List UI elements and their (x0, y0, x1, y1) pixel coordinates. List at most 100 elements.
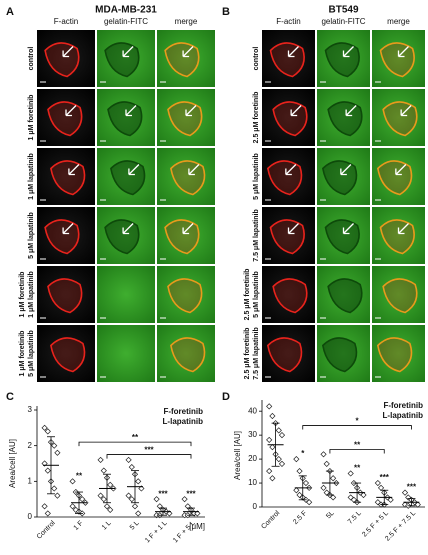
cell-outline (327, 101, 363, 137)
x-tick-label: 2.5 F + 5 L (361, 510, 390, 539)
data-point (330, 475, 337, 482)
cell-outline (164, 42, 200, 78)
cell-outline (167, 101, 203, 137)
y-tick-label: 40 (248, 406, 257, 415)
arrow (342, 46, 354, 58)
cell-outline (382, 278, 418, 314)
data-point (269, 412, 276, 420)
data-point (100, 496, 107, 503)
data-point (41, 460, 48, 467)
cell-outline (272, 278, 308, 314)
x-tick-label: 1 L (101, 520, 113, 532)
data-point (44, 428, 51, 435)
data-point (278, 460, 286, 467)
significance: ** (76, 471, 83, 480)
bracket-label: *** (144, 446, 154, 455)
data-point (128, 496, 135, 503)
cell-outline (321, 160, 358, 196)
column-header: merge (387, 17, 410, 26)
cell-outline (376, 160, 413, 196)
data-point (44, 510, 51, 517)
data-point (275, 455, 282, 463)
data-point (163, 508, 170, 515)
row-label: 2.5 μM foretinib (244, 269, 251, 321)
cell-outline (327, 278, 363, 314)
data-point (41, 503, 48, 510)
row-label: 5 μM lapatinib (28, 330, 35, 377)
arrow (62, 223, 74, 235)
significance: *** (186, 489, 196, 498)
arrow (128, 164, 140, 176)
cell-outline (104, 219, 140, 255)
row-label: 5 μM lapatinib (253, 271, 260, 318)
data-point (97, 456, 104, 464)
data-point (125, 492, 132, 499)
micrograph (37, 89, 95, 146)
data-point (72, 506, 79, 513)
data-point (347, 494, 354, 501)
arrow (395, 164, 407, 176)
cell-outline (324, 219, 360, 255)
data-point (293, 487, 300, 494)
y-tick-label: 1 (28, 476, 33, 485)
cell-outline (50, 337, 86, 373)
micrograph (37, 266, 95, 323)
legend-text: F-foretinib (383, 401, 423, 410)
y-axis-label: Area/cell [AU] (8, 439, 17, 488)
y-axis-label: Area/cell [AU] (233, 431, 242, 480)
x-tick-label: 1 F + 5 L (172, 520, 197, 545)
bracket-label: ** (132, 433, 139, 442)
x-tick-label: Control (36, 519, 57, 540)
data-point (347, 470, 354, 477)
arrow (287, 223, 299, 235)
bracket-label: ** (354, 441, 361, 450)
significance-bracket (106, 454, 192, 459)
data-point (128, 463, 135, 471)
row-label: 7.5 μM lapatinib (253, 209, 260, 262)
arrow (397, 46, 409, 58)
row-label: 7.5 μM lapatinib (253, 327, 260, 380)
data-point (266, 403, 273, 410)
cell-outline (104, 42, 140, 78)
data-point (387, 496, 394, 503)
data-point (377, 484, 385, 491)
data-point (135, 510, 142, 517)
data-point (79, 496, 86, 503)
data-point (194, 510, 201, 517)
data-point (69, 478, 76, 485)
cell-outline (266, 337, 303, 373)
y-tick-label: 0 (253, 502, 258, 511)
y-tick-label: 30 (248, 430, 257, 439)
y-tick-label: 2 (28, 441, 33, 450)
micrograph (372, 207, 425, 264)
data-point (401, 489, 409, 496)
data-point (333, 479, 340, 487)
arrow (397, 223, 409, 235)
unit-label: [μM] (189, 522, 205, 531)
cell-outline (269, 219, 305, 255)
legend-text: F-foretinib (163, 407, 203, 416)
data-point (266, 436, 273, 444)
y-tick-label: 0 (28, 512, 33, 521)
x-tick-label: 5 L (129, 520, 141, 532)
panel-label: D (222, 391, 230, 403)
arrow (290, 105, 302, 117)
micrograph (157, 89, 215, 146)
data-point (401, 501, 409, 508)
micrograph (97, 325, 155, 382)
data-point (293, 455, 300, 463)
significance-bracket (302, 425, 412, 430)
significance-bracket (78, 441, 192, 447)
panel-label: C (6, 391, 14, 403)
arrow (62, 46, 74, 58)
arrow (188, 164, 200, 176)
data-point (323, 460, 330, 467)
row-label: 2.5 μM foretinib (244, 328, 251, 380)
data-point (184, 503, 191, 510)
data-point (156, 512, 163, 519)
data-point (44, 467, 51, 474)
arrow (342, 223, 354, 235)
data-point (97, 492, 104, 499)
micrograph (262, 207, 315, 264)
row-label: control (28, 47, 35, 71)
